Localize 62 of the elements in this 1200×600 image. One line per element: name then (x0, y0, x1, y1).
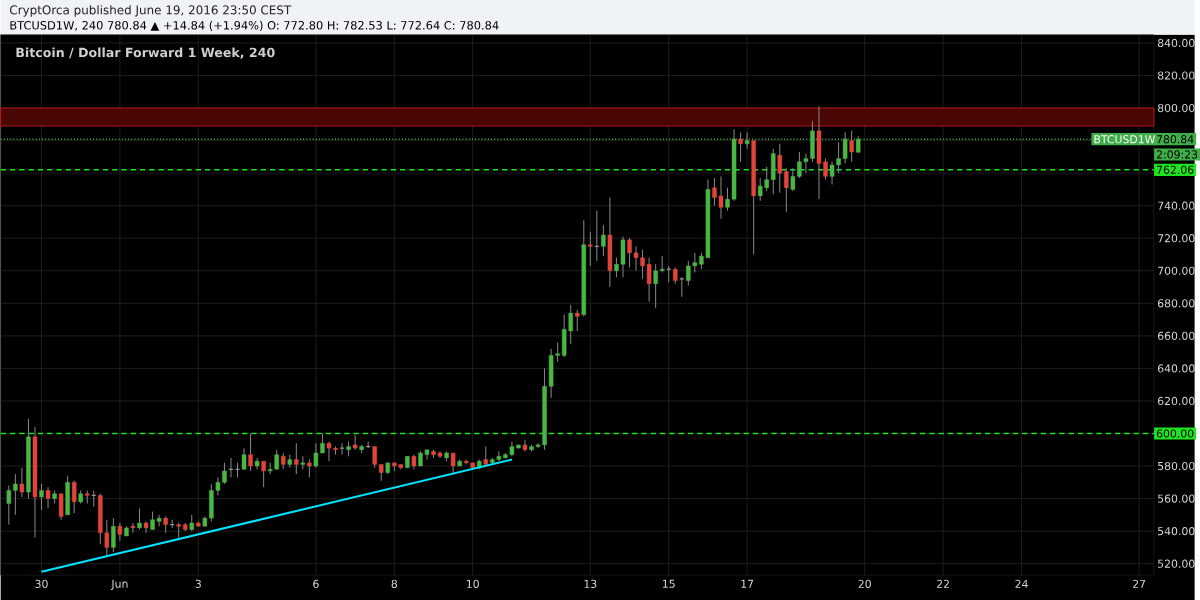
text: Bitcoin / Dollar Forward 1 Week, 240 (16, 47, 275, 59)
y-tick-label: 840.00 (1157, 38, 1195, 48)
candlestick (143, 520, 149, 534)
ref-line-label: 780.84 (1156, 135, 1194, 144)
ref-line-label: 762.06 (1156, 165, 1194, 174)
candlestick (58, 493, 64, 521)
candlestick (71, 480, 77, 514)
text: CryptOrca published June 19, 2016 23:50 CEST (10, 5, 292, 17)
candlestick (137, 507, 142, 531)
candlestick (522, 439, 528, 452)
x-tick-label: 27 (1133, 579, 1146, 588)
candlestick (784, 167, 789, 213)
chart-subtitle: BTCUSD1W, 240 780.84 ▲ +14.84 (+1.94%) O: 772.80 H: 782.53 L: 772.64 C: 780.84 (10, 20, 499, 31)
candlestick (450, 452, 456, 475)
y-tick-label: 560.00 (1158, 494, 1195, 503)
candlestick (39, 483, 44, 511)
y-tick-label: 740.00 (1158, 201, 1195, 210)
candlestick (111, 517, 116, 553)
x-tick-label: 24 (1015, 579, 1028, 588)
ref-line-label: 600.00 (1156, 429, 1194, 438)
candlestick (254, 457, 260, 470)
y-tick-label: 700.00 (1158, 266, 1195, 275)
y-tick-label: 540.00 (1158, 527, 1195, 536)
candlestick (601, 224, 606, 257)
y-tick-label: 580.00 (1158, 461, 1195, 471)
x-tick-label: 10 (466, 579, 479, 588)
candlestick (117, 522, 123, 542)
candlestick (777, 143, 783, 194)
x-tick-label: 8 (391, 579, 398, 588)
x-tick-label: Jun (110, 579, 128, 590)
candlestick (248, 433, 253, 472)
candlestick (294, 442, 299, 475)
x-tick-label: 6 (313, 579, 319, 588)
candlestick (372, 446, 377, 469)
y-tick-label: 660.00 (1157, 331, 1195, 340)
candlestick (849, 130, 854, 163)
candlestick (19, 467, 25, 498)
candlestick (679, 276, 685, 298)
annotation: BTCUSD1W (1094, 135, 1156, 144)
candlestick (575, 309, 580, 332)
y-tick-label: 520.00 (1158, 559, 1195, 568)
x-tick-label: 22 (936, 579, 949, 588)
candlestick (45, 486, 51, 509)
candlestick (261, 460, 266, 488)
candlestick (352, 434, 358, 451)
y-tick-label: 820.00 (1157, 71, 1195, 80)
y-tick-label: 680.00 (1157, 299, 1195, 308)
y-tick-label: 720.00 (1158, 234, 1195, 243)
y-tick-label: 640.00 (1157, 364, 1195, 373)
candlestick (241, 447, 247, 470)
x-tick-label: 13 (584, 579, 597, 588)
x-tick-label: 3 (195, 579, 201, 588)
candlestick (588, 231, 593, 267)
x-tick-label: 20 (858, 579, 871, 588)
y-tick-label: 620.00 (1157, 396, 1195, 406)
x-tick-label: 17 (741, 579, 754, 588)
x-tick-label: 30 (35, 579, 48, 588)
candlestick (130, 522, 136, 534)
y-tick-label: 800.00 (1157, 103, 1195, 113)
x-tick-label: 15 (662, 579, 675, 588)
text: 2:09:23 (1156, 150, 1198, 159)
candlestick (738, 131, 743, 163)
